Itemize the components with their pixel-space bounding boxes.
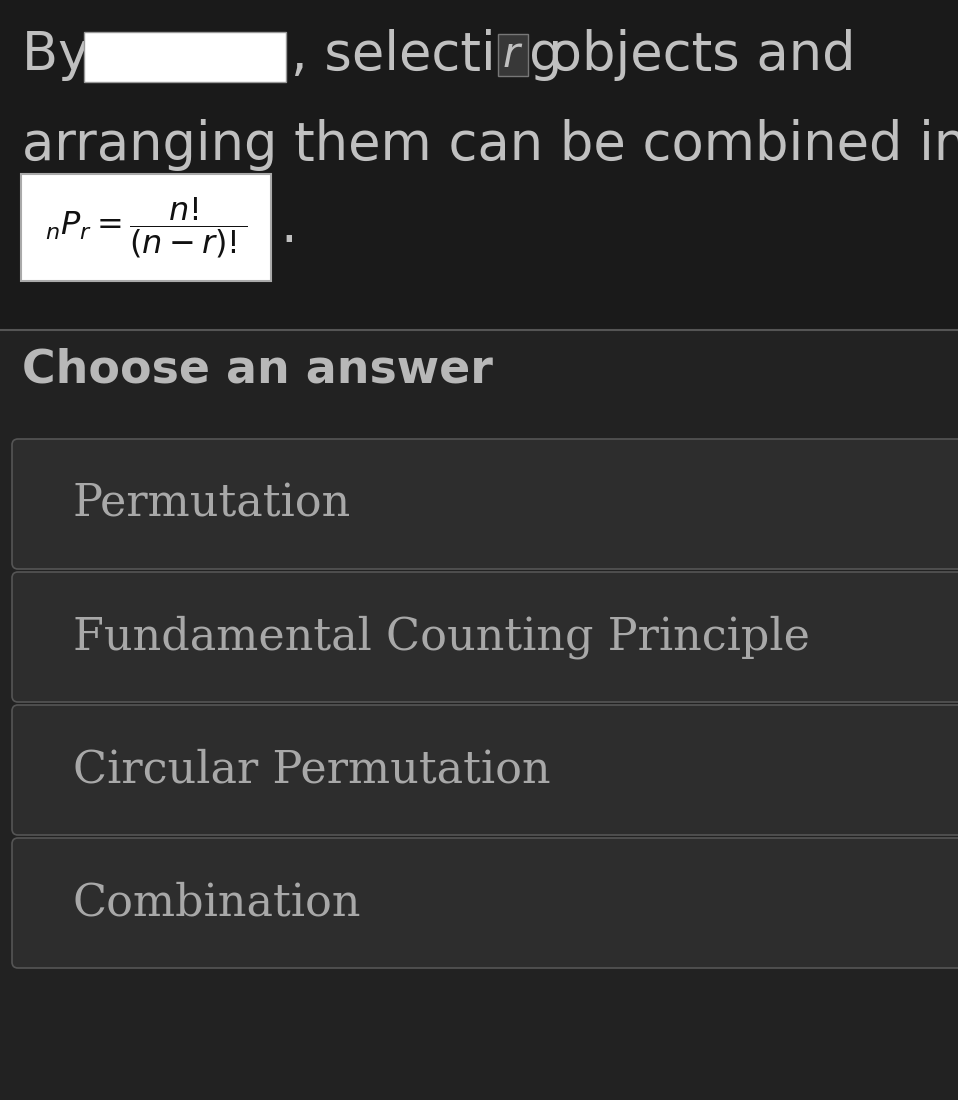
Text: $r$: $r$	[502, 34, 524, 76]
Text: Combination: Combination	[73, 881, 361, 925]
Text: , selecting: , selecting	[291, 29, 580, 81]
FancyBboxPatch shape	[84, 32, 286, 82]
FancyBboxPatch shape	[0, 330, 958, 1100]
FancyBboxPatch shape	[12, 439, 958, 569]
FancyBboxPatch shape	[21, 174, 271, 280]
FancyBboxPatch shape	[12, 838, 958, 968]
FancyBboxPatch shape	[12, 572, 958, 702]
Text: Fundamental Counting Principle: Fundamental Counting Principle	[73, 615, 810, 659]
FancyBboxPatch shape	[498, 34, 528, 76]
Text: objects and: objects and	[533, 29, 855, 81]
Text: Circular Permutation: Circular Permutation	[73, 748, 551, 792]
Text: Permutation: Permutation	[73, 483, 352, 526]
Text: $_nP_r = \dfrac{n!}{(n-r)!}$: $_nP_r = \dfrac{n!}{(n-r)!}$	[45, 195, 247, 260]
Text: Choose an answer: Choose an answer	[22, 348, 492, 393]
Text: By: By	[22, 29, 106, 81]
FancyBboxPatch shape	[12, 705, 958, 835]
Text: arranging them can be combined in the formula: arranging them can be combined in the fo…	[22, 119, 958, 170]
Text: .: .	[280, 201, 297, 253]
